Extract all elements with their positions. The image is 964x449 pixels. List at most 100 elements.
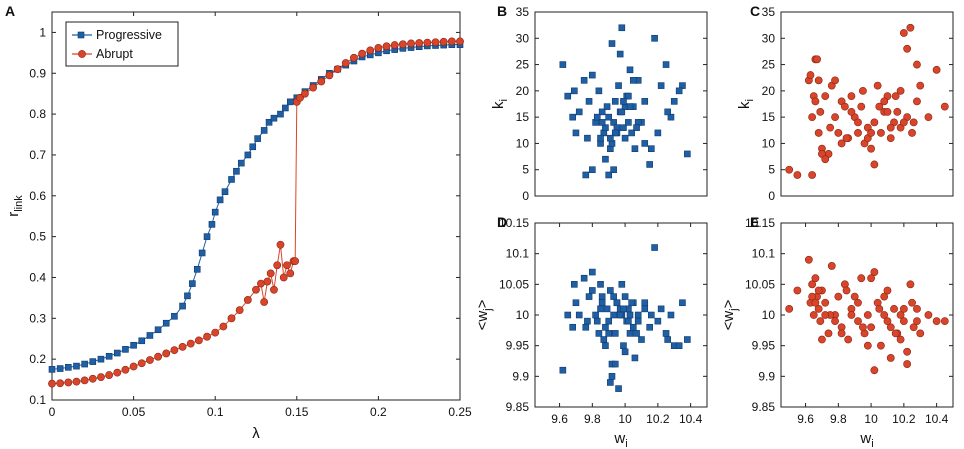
legend-marker-progressive bbox=[77, 31, 85, 39]
data-point-progressive bbox=[254, 135, 261, 142]
data-point-b bbox=[564, 92, 572, 100]
data-point-c bbox=[877, 129, 885, 137]
data-point-e bbox=[896, 335, 905, 344]
data-point-progressive bbox=[203, 233, 211, 240]
data-point-progressive bbox=[122, 346, 129, 353]
xtick-label-d: 10 bbox=[618, 412, 632, 426]
ytick-label-c: 15 bbox=[762, 110, 776, 124]
data-point-e bbox=[785, 304, 794, 313]
legend-label-progressive: Progressive bbox=[96, 28, 162, 42]
data-point-abrupt bbox=[266, 269, 275, 278]
y-axis-label-d-main: <w bbox=[474, 311, 491, 331]
panel-label-c: C bbox=[750, 3, 760, 19]
data-point-d bbox=[648, 311, 655, 319]
data-point-d bbox=[597, 281, 604, 288]
data-point-d bbox=[679, 299, 686, 307]
data-point-d bbox=[638, 336, 645, 343]
data-point-e bbox=[886, 323, 895, 332]
data-point-d bbox=[651, 244, 658, 251]
data-point-progressive bbox=[228, 176, 235, 183]
data-point-b bbox=[629, 77, 637, 84]
data-point-b bbox=[611, 98, 619, 105]
data-point-c bbox=[903, 44, 912, 53]
data-point-c bbox=[870, 118, 879, 127]
ytick-label-e: 10 bbox=[762, 308, 776, 322]
data-point-e bbox=[880, 311, 889, 319]
data-point-c bbox=[893, 107, 902, 116]
data-point-d bbox=[584, 317, 591, 325]
data-point-abrupt bbox=[170, 346, 179, 355]
data-point-abrupt bbox=[291, 257, 300, 266]
data-point-c bbox=[821, 155, 830, 164]
data-point-b bbox=[611, 129, 619, 137]
ytick-label-c: 30 bbox=[762, 31, 776, 45]
xtick-label-d: 9.6 bbox=[551, 412, 568, 426]
data-point-abrupt bbox=[366, 46, 375, 55]
legend-label-abrupt: Abrupt bbox=[96, 47, 133, 61]
data-point-c bbox=[873, 81, 882, 90]
data-point-e bbox=[854, 298, 862, 307]
ytick-label-a: 0.2 bbox=[29, 352, 46, 366]
data-point-progressive bbox=[105, 352, 113, 360]
data-point-e bbox=[818, 335, 826, 344]
ytick-label-e: 9.85 bbox=[752, 400, 776, 414]
data-point-c bbox=[886, 123, 895, 132]
data-point-b bbox=[575, 108, 583, 116]
data-point-e bbox=[903, 347, 912, 356]
data-point-c bbox=[896, 86, 905, 95]
y-axis-label-b: ki bbox=[490, 99, 510, 109]
panel-label-d: D bbox=[497, 214, 507, 230]
ytick-label-b: 20 bbox=[516, 84, 530, 98]
data-point-d bbox=[602, 342, 609, 349]
data-point-abrupt bbox=[407, 39, 415, 48]
data-point-b bbox=[654, 129, 662, 137]
x-axis-label-d-main: w bbox=[613, 430, 625, 447]
data-point-e bbox=[821, 298, 830, 307]
data-point-c bbox=[834, 129, 843, 137]
data-point-b bbox=[595, 87, 603, 95]
data-point-d bbox=[662, 330, 670, 337]
ytick-label-d: 10.05 bbox=[499, 277, 529, 291]
data-point-progressive bbox=[208, 221, 216, 228]
data-point-b bbox=[597, 134, 604, 142]
panel-c: C 0 5 10 15 20 25 30 35 ki bbox=[736, 3, 954, 203]
data-point-progressive bbox=[211, 208, 219, 216]
data-point-b bbox=[618, 24, 626, 32]
data-point-d bbox=[625, 317, 632, 325]
data-point-b bbox=[603, 103, 611, 110]
xtick-label-e: 10 bbox=[864, 412, 878, 426]
data-point-b bbox=[625, 119, 632, 126]
plot-frame-c bbox=[780, 11, 954, 197]
data-point-e bbox=[854, 317, 862, 326]
data-point-d bbox=[616, 311, 624, 319]
ytick-label-d: 9.95 bbox=[506, 339, 530, 353]
ytick-label-c: 25 bbox=[762, 58, 776, 72]
ytick-label-d: 10.1 bbox=[506, 247, 530, 261]
data-point-d bbox=[611, 360, 619, 368]
ytick-label-b: 0 bbox=[522, 189, 529, 203]
legend-marker-abrupt bbox=[78, 50, 86, 58]
data-point-abrupt bbox=[88, 374, 97, 383]
data-point-progressive bbox=[65, 364, 72, 371]
data-point-e bbox=[880, 292, 889, 301]
data-point-abrupt bbox=[235, 306, 244, 315]
x-axis-label-a: λ bbox=[252, 425, 260, 442]
data-point-b bbox=[589, 166, 596, 174]
data-point-b bbox=[670, 98, 678, 105]
data-point-abrupt bbox=[178, 343, 187, 351]
data-point-c bbox=[814, 129, 823, 137]
data-point-abrupt bbox=[129, 362, 138, 371]
data-point-d bbox=[631, 354, 639, 362]
data-point-progressive bbox=[56, 365, 64, 372]
data-point-progressive bbox=[48, 366, 56, 373]
data-point-progressive bbox=[244, 151, 252, 159]
data-point-d bbox=[559, 366, 567, 374]
data-point-d bbox=[626, 330, 634, 337]
legend: Progressive Abrupt bbox=[65, 21, 179, 67]
data-point-progressive bbox=[233, 167, 240, 175]
data-point-abrupt bbox=[80, 376, 89, 385]
x-axis-label-e-sub: i bbox=[871, 438, 873, 449]
data-point-progressive bbox=[270, 114, 278, 122]
data-point-c bbox=[826, 123, 835, 132]
y-axis-label-c-main: k bbox=[736, 101, 753, 109]
